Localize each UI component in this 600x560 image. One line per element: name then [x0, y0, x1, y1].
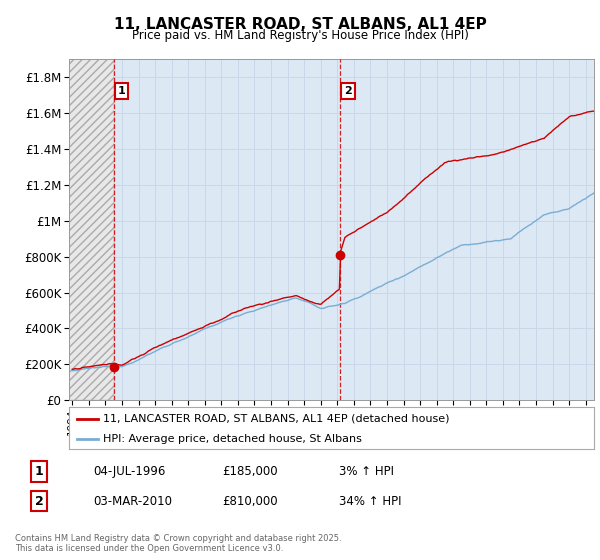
- Text: 2: 2: [344, 86, 352, 96]
- Text: 34% ↑ HPI: 34% ↑ HPI: [339, 494, 401, 508]
- Bar: [69, 59, 114, 400]
- Text: 2: 2: [35, 494, 43, 508]
- Bar: [69, 59, 114, 400]
- Text: 03-MAR-2010: 03-MAR-2010: [93, 494, 172, 508]
- Text: £185,000: £185,000: [222, 465, 278, 478]
- Text: Contains HM Land Registry data © Crown copyright and database right 2025.
This d: Contains HM Land Registry data © Crown c…: [15, 534, 341, 553]
- Text: £810,000: £810,000: [222, 494, 278, 508]
- Text: HPI: Average price, detached house, St Albans: HPI: Average price, detached house, St A…: [103, 434, 362, 444]
- Text: 3% ↑ HPI: 3% ↑ HPI: [339, 465, 394, 478]
- Text: 04-JUL-1996: 04-JUL-1996: [93, 465, 166, 478]
- Text: 11, LANCASTER ROAD, ST ALBANS, AL1 4EP: 11, LANCASTER ROAD, ST ALBANS, AL1 4EP: [113, 17, 487, 32]
- Text: 1: 1: [118, 86, 125, 96]
- Text: Price paid vs. HM Land Registry's House Price Index (HPI): Price paid vs. HM Land Registry's House …: [131, 29, 469, 42]
- Text: 11, LANCASTER ROAD, ST ALBANS, AL1 4EP (detached house): 11, LANCASTER ROAD, ST ALBANS, AL1 4EP (…: [103, 414, 449, 424]
- Text: 1: 1: [35, 465, 43, 478]
